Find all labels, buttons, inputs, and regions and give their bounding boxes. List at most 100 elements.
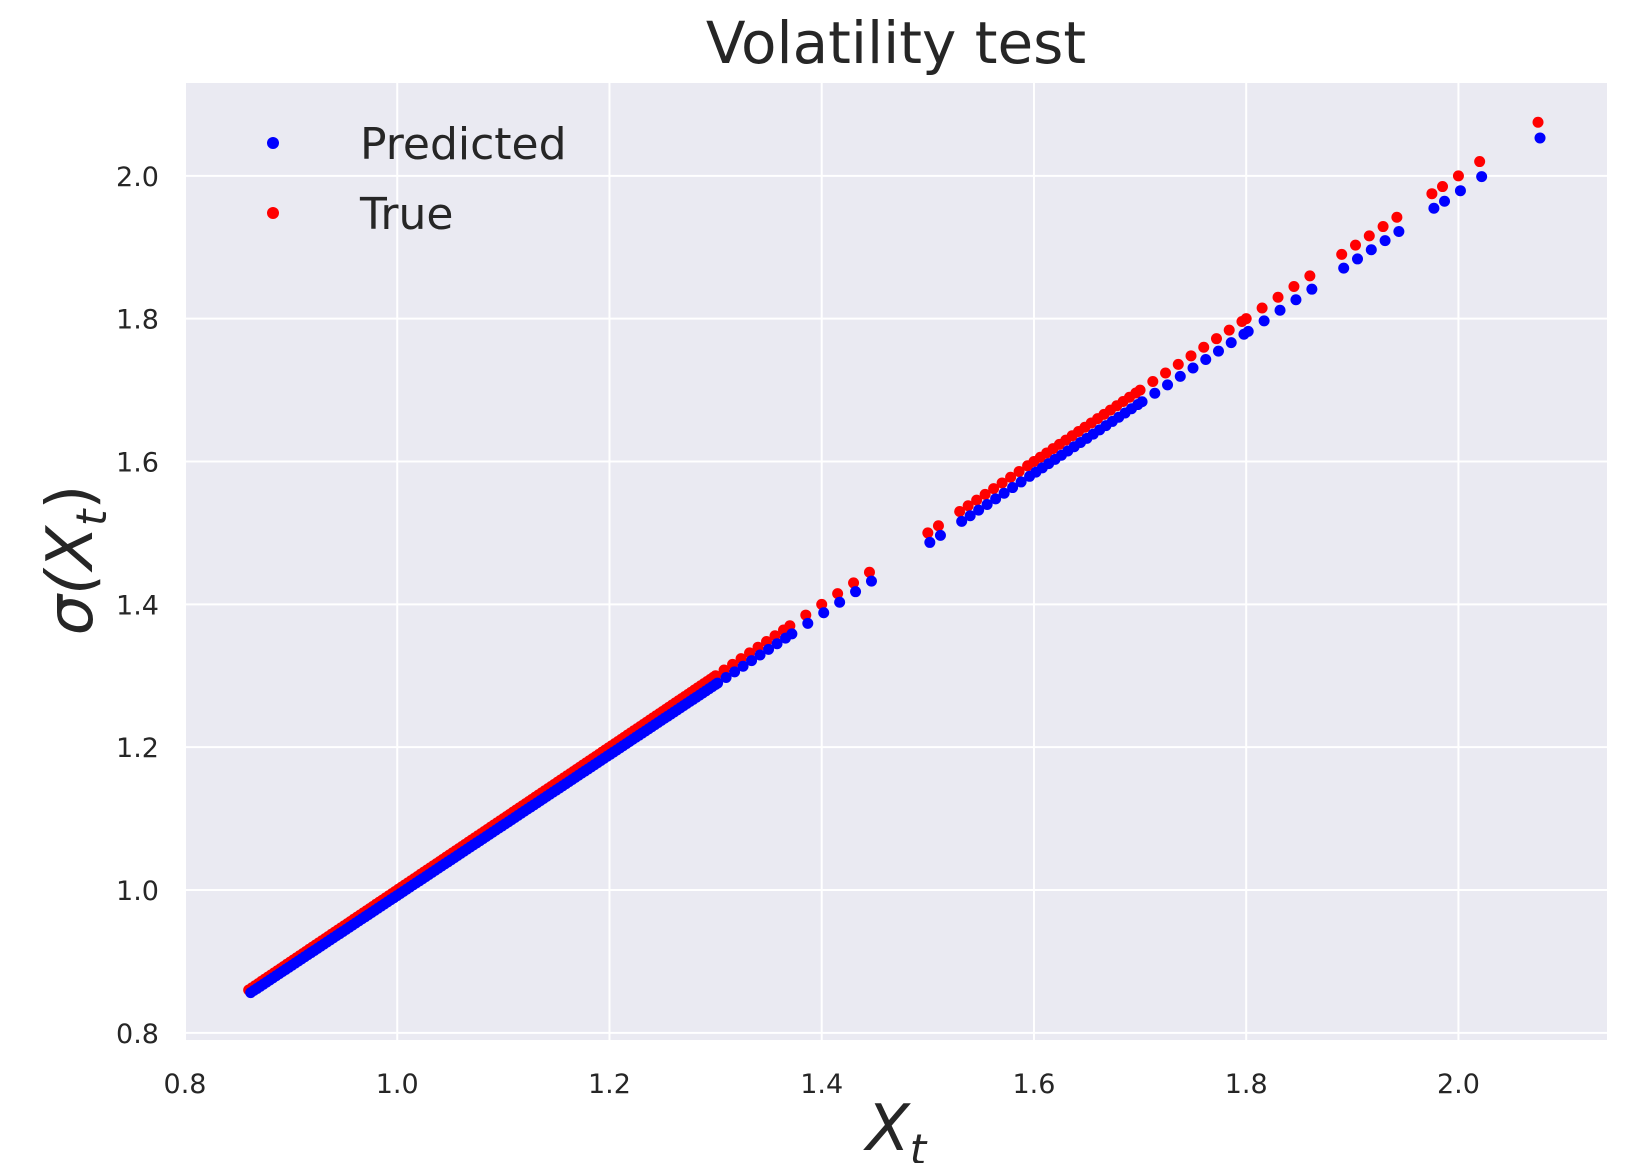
predicted-point (1174, 370, 1186, 382)
predicted-point (1365, 244, 1377, 256)
predicted-point (924, 536, 936, 548)
x-tick-label: 1.6 (1012, 1069, 1055, 1100)
predicted-point (1290, 294, 1302, 306)
true-point (832, 588, 844, 600)
y-axis-label-subscript: t (67, 508, 116, 526)
true-point (1426, 188, 1438, 200)
x-tick-label: 1.4 (800, 1069, 843, 1100)
predicted-point (865, 575, 877, 587)
predicted-point (786, 628, 798, 640)
true-point (1391, 211, 1403, 223)
predicted-point (771, 638, 783, 650)
legend-marker-true (267, 207, 279, 219)
true-point (800, 609, 812, 621)
chart-title: Volatility test (706, 9, 1086, 77)
predicted-point (1015, 476, 1027, 488)
predicted-series-points (245, 132, 1546, 999)
true-point (1377, 221, 1389, 233)
predicted-point (1306, 283, 1318, 295)
predicted-point (754, 649, 766, 661)
x-axis-label-subscript: t (910, 1125, 928, 1163)
true-point (1172, 358, 1184, 370)
x-tick-label: 1.8 (1225, 1069, 1268, 1100)
y-tick-label: 2.0 (116, 162, 159, 193)
true-point (1272, 291, 1284, 303)
true-point (1256, 302, 1268, 314)
predicted-point (1007, 482, 1019, 494)
predicted-point (990, 493, 1002, 505)
predicted-point (834, 596, 846, 608)
x-tick-label: 1.2 (588, 1069, 631, 1100)
true-point (932, 520, 944, 532)
true-point (922, 527, 934, 539)
legend-marker-predicted (267, 137, 279, 149)
x-tick-label: 2.0 (1437, 1069, 1480, 1100)
true-point (1437, 181, 1449, 193)
predicted-point (956, 515, 968, 527)
predicted-point (1162, 379, 1174, 391)
y-axis-label-prefix: σ( (34, 567, 108, 636)
true-point (1223, 324, 1235, 336)
x-tick-label: 0.8 (164, 1069, 207, 1100)
predicted-point (934, 529, 946, 541)
true-point (1474, 156, 1486, 168)
predicted-point (1212, 345, 1224, 357)
y-gridlines (185, 174, 1607, 1034)
y-tick-label: 1.4 (116, 590, 159, 621)
predicted-point (1149, 387, 1161, 399)
x-tick-labels: 0.8 1.0 1.2 1.4 1.6 1.8 2.0 (164, 1069, 1480, 1100)
predicted-point (1476, 171, 1488, 183)
predicted-point (1393, 225, 1405, 237)
predicted-point (973, 504, 985, 516)
true-point (988, 483, 1000, 495)
x-axis-label: Xt (863, 1092, 928, 1163)
predicted-point (1439, 195, 1451, 207)
predicted-point (802, 617, 814, 629)
true-point (1013, 466, 1025, 478)
true-point (1147, 376, 1159, 388)
true-point (1198, 341, 1210, 353)
predicted-point (729, 666, 741, 678)
predicted-point (746, 655, 758, 667)
true-point (863, 566, 875, 578)
predicted-point (964, 510, 976, 522)
true-point (1363, 230, 1375, 242)
true-point (971, 494, 983, 506)
y-tick-labels: 0.8 1.0 1.2 1.4 1.6 1.8 2.0 (116, 162, 159, 1050)
true-point (848, 577, 860, 589)
true-point (1134, 384, 1146, 396)
predicted-point (712, 677, 724, 689)
predicted-point (1428, 202, 1440, 214)
predicted-point (1200, 354, 1212, 366)
predicted-point (1454, 185, 1466, 197)
true-point (954, 506, 966, 518)
true-point (979, 488, 991, 500)
true-point (996, 477, 1008, 489)
true-point (1288, 281, 1300, 293)
y-tick-label: 1.0 (116, 876, 159, 907)
predicted-point (981, 498, 993, 510)
true-point (1005, 471, 1017, 483)
x-tick-label: 1.0 (376, 1069, 419, 1100)
true-point (1210, 333, 1222, 345)
predicted-point (737, 660, 749, 672)
true-point (1304, 270, 1316, 282)
legend-label-predicted: Predicted (360, 119, 567, 170)
x-axis-label-base: X (863, 1092, 911, 1163)
predicted-point (998, 487, 1010, 499)
true-point (1349, 239, 1361, 251)
predicted-point (1534, 132, 1546, 144)
predicted-point (1225, 337, 1237, 349)
y-tick-label: 1.6 (116, 448, 159, 479)
predicted-point (1187, 362, 1199, 374)
predicted-point (1351, 253, 1363, 265)
legend-label-true: True (359, 189, 453, 240)
predicted-point (850, 586, 862, 598)
predicted-point (1242, 325, 1254, 337)
predicted-point (1338, 262, 1350, 274)
predicted-point (1136, 396, 1148, 408)
y-axis-label: σ(Xt) (34, 485, 116, 636)
x-gridlines (184, 83, 1460, 1040)
predicted-point (818, 607, 830, 619)
